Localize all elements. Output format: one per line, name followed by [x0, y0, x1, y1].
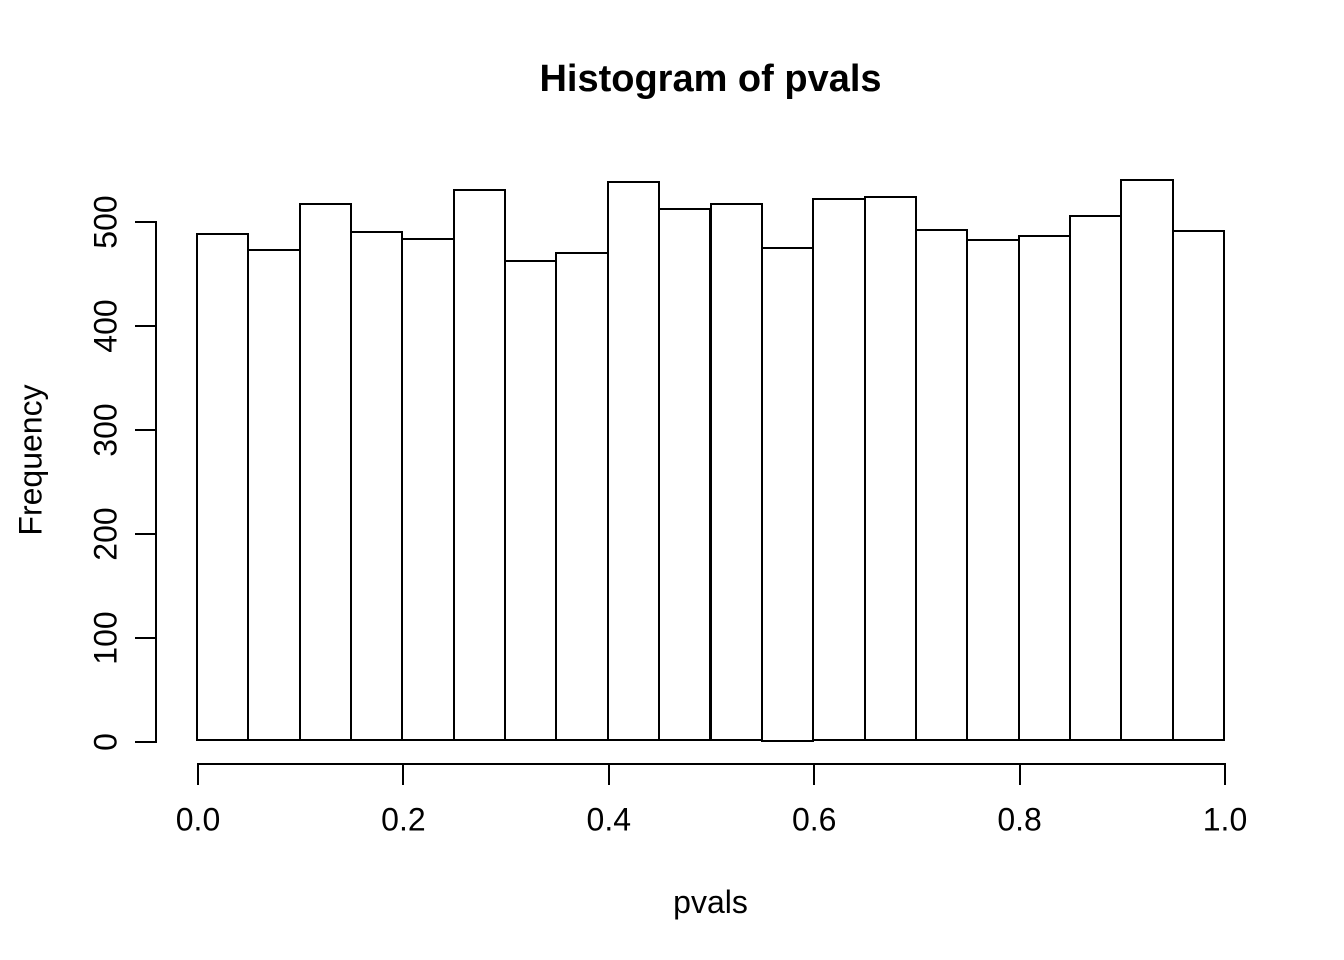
histogram-bar — [196, 232, 250, 742]
histogram-bar — [1068, 215, 1123, 742]
y-axis-label: Frequency — [12, 384, 49, 536]
y-tick-mark — [135, 636, 155, 639]
x-axis-line — [197, 763, 1226, 765]
histogram-bar — [401, 238, 455, 742]
y-tick-label: 200 — [87, 506, 124, 561]
x-tick-mark — [813, 763, 816, 785]
x-tick-mark — [1224, 763, 1226, 785]
histogram-bar — [350, 230, 404, 742]
x-tick-label: 0.8 — [997, 801, 1042, 838]
y-tick-label: 300 — [87, 402, 124, 457]
histogram-bar — [709, 202, 763, 742]
histogram-bar — [812, 197, 866, 742]
y-axis-line — [155, 220, 157, 743]
y-tick-label: 500 — [87, 194, 124, 249]
histogram-bar — [298, 202, 353, 742]
chart-title: Histogram of pvals — [539, 58, 882, 100]
x-tick-label: 0.6 — [791, 801, 837, 838]
histogram-bar — [555, 251, 609, 742]
histogram-bar — [1120, 178, 1174, 742]
x-tick-mark — [607, 763, 610, 785]
histogram-bar — [1171, 229, 1225, 742]
y-tick-label: 100 — [87, 610, 124, 665]
y-tick-mark — [135, 740, 155, 743]
x-tick-mark — [197, 763, 199, 785]
histogram-bar — [1017, 235, 1071, 742]
x-tick-mark — [402, 763, 405, 785]
y-tick-mark — [135, 220, 155, 223]
histogram-bar — [863, 195, 917, 742]
y-tick-mark — [135, 428, 155, 431]
histogram-bar — [760, 246, 815, 742]
histogram-bar — [966, 239, 1020, 742]
x-axis-label: pvals — [673, 884, 748, 920]
histogram-bar — [247, 248, 301, 742]
histogram-bar — [504, 260, 558, 742]
y-tick-mark — [135, 324, 155, 327]
x-tick-label: 0.2 — [381, 801, 426, 838]
y-tick-mark — [135, 532, 155, 535]
x-tick-mark — [1018, 763, 1021, 785]
histogram-bar — [658, 208, 712, 742]
x-tick-label: 0.0 — [175, 801, 221, 838]
x-tick-label: 0.4 — [586, 801, 632, 838]
y-tick-label: 400 — [87, 298, 124, 353]
histogram-bar — [606, 180, 661, 742]
histogram-bar — [452, 189, 507, 742]
x-tick-label: 1.0 — [1202, 801, 1248, 838]
histogram-bar — [914, 228, 969, 742]
y-tick-label: 0 — [87, 732, 124, 751]
